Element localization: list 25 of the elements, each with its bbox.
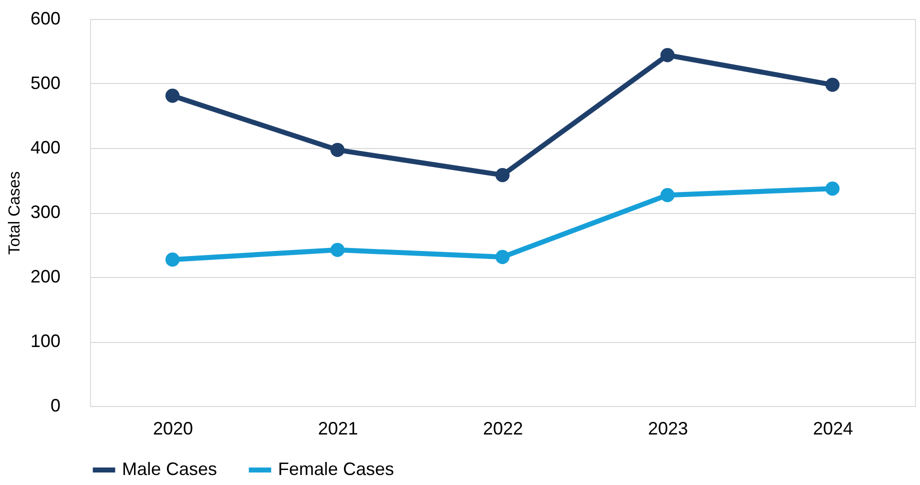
y-tick-label: 200 — [30, 266, 60, 286]
x-tick-label: 2020 — [152, 418, 194, 438]
point — [660, 188, 675, 202]
point — [495, 250, 510, 264]
point — [330, 242, 345, 257]
x-tick-label: 2023 — [648, 418, 688, 438]
y-tick-label: 300 — [30, 202, 60, 222]
point — [330, 142, 345, 157]
legend-label: Female Cases — [278, 459, 394, 479]
point — [660, 48, 675, 62]
x-tick-label: 2021 — [318, 418, 358, 438]
point — [825, 182, 840, 196]
x-tick-label: 2022 — [482, 418, 524, 438]
point — [825, 78, 840, 92]
y-tick-label: 0 — [50, 396, 60, 416]
point — [495, 168, 510, 182]
point — [165, 88, 180, 103]
y-tick-label: 500 — [30, 73, 60, 93]
point — [165, 252, 180, 267]
y-tick-label: 600 — [30, 8, 60, 28]
y-axis-title: Total Cases — [6, 171, 24, 255]
y-tick-label: 100 — [30, 331, 60, 351]
legend-label: Male Cases — [122, 459, 218, 479]
y-tick-label: 400 — [30, 138, 60, 158]
x-tick-label: 2024 — [812, 418, 854, 438]
